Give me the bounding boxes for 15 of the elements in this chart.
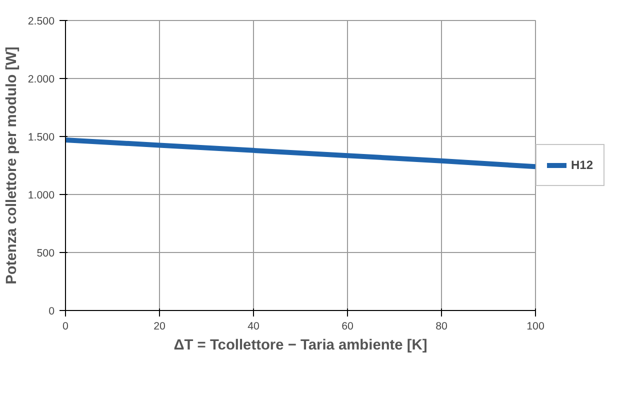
x-tick-label: 20 (154, 320, 166, 332)
y-tick-label: 2.000 (28, 74, 55, 86)
y-tick-label: 1.000 (28, 190, 55, 202)
x-tick-label: 100 (526, 320, 544, 332)
y-tick-label: 2.500 (28, 16, 55, 28)
legend-label: H12 (570, 158, 594, 172)
y-tick-label: 1.500 (28, 132, 55, 144)
x-tick-label: 0 (62, 320, 69, 332)
y-tick-label: 0 (48, 306, 55, 318)
x-tick-label: 40 (248, 320, 260, 332)
y-tick-label: 500 (36, 248, 55, 260)
x-tick-label: 60 (342, 320, 354, 332)
x-axis-title: ΔT = Tcollettore − Taria ambiente [K] (174, 338, 428, 354)
x-tick-label: 80 (436, 320, 448, 332)
y-axis-title: Potenza collettore per modulo [W] (4, 46, 20, 284)
